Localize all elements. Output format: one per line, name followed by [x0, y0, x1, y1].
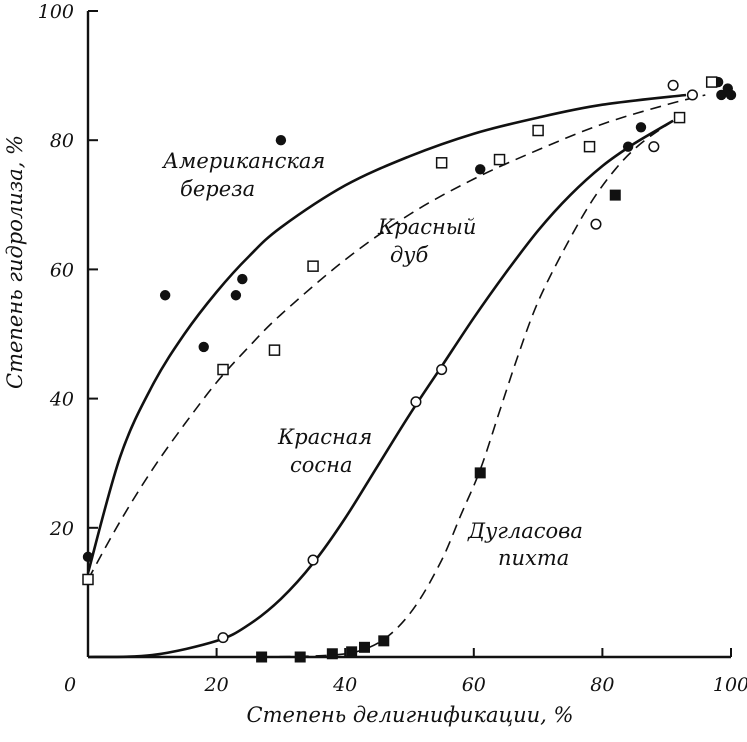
series-1-point — [237, 273, 248, 285]
series-2-point — [705, 76, 718, 88]
fitted-curves — [86, 93, 706, 659]
series-2-point — [217, 363, 229, 376]
series-1-point — [159, 290, 171, 301]
series-4-point — [294, 651, 306, 663]
origin-label: 0 — [64, 674, 76, 696]
series-3-point — [667, 79, 679, 91]
series-4-label: Дугласова — [467, 519, 583, 543]
x-tick-label: 100 — [713, 674, 747, 696]
series-3-label: сосна — [290, 453, 353, 477]
series-2-point — [435, 157, 448, 169]
series-2-point — [82, 573, 94, 586]
series-1-label: береза — [180, 177, 255, 201]
series-2-point — [583, 140, 596, 153]
series-4-point — [326, 648, 338, 660]
series-3-point — [686, 89, 698, 101]
series-1-point — [82, 551, 94, 563]
series-1-point — [230, 290, 242, 301]
series-4-point — [256, 651, 268, 663]
x-tick-label: 20 — [204, 674, 229, 696]
series-3-point — [648, 141, 660, 153]
series-2-point — [532, 124, 544, 137]
series-3-curve — [87, 119, 674, 659]
data-markers — [82, 76, 737, 663]
x-axis-title: Степень делигнификации, % — [247, 703, 574, 727]
y-tick-label: 60 — [50, 259, 74, 281]
series-3-point — [217, 632, 229, 644]
series-2-curve — [87, 94, 706, 580]
series-4-label: пихта — [498, 546, 569, 570]
series-1-point — [198, 341, 209, 353]
axis-ticks: 20 40 60 80 100 20 40 60 80 100 — [38, 1, 747, 696]
series-3-point — [436, 363, 448, 376]
series-3-label: Красная — [277, 425, 372, 449]
y-axis-title: Степень гидролиза, % — [3, 135, 27, 389]
series-1-label: Американская — [161, 149, 325, 173]
series-labels: Американская береза Красный дуб Красная сосна… — [161, 149, 583, 570]
series-3-point — [590, 218, 602, 230]
series-1-point — [725, 89, 737, 101]
y-tick-label: 20 — [49, 518, 74, 540]
y-tick-label: 40 — [49, 389, 74, 411]
series-2-point — [307, 260, 319, 272]
series-3-point — [410, 396, 422, 408]
series-2-label: дуб — [390, 243, 428, 267]
series-2-point — [493, 153, 506, 166]
y-tick-label: 100 — [38, 1, 74, 23]
x-tick-label: 80 — [590, 674, 614, 696]
series-3-point — [307, 554, 319, 566]
series-4-point — [358, 641, 370, 653]
series-2-point — [268, 344, 281, 356]
x-tick-label: 60 — [462, 674, 486, 696]
series-1-curve — [86, 93, 687, 574]
series-4-curve — [261, 120, 674, 658]
series-4-point — [474, 467, 486, 479]
series-1-point — [716, 89, 727, 101]
series-1-point — [475, 164, 486, 175]
axes — [86, 11, 731, 659]
x-tick-label: 40 — [332, 674, 357, 696]
series-1-point — [622, 141, 634, 152]
series-1-point — [635, 122, 647, 133]
series-4-point — [346, 646, 358, 658]
series-1-point — [275, 135, 287, 146]
series-2-point — [673, 111, 686, 124]
series-4-point — [378, 635, 390, 647]
series-4-point — [609, 189, 621, 201]
series-2-label: Красный — [377, 215, 476, 239]
y-tick-label: 80 — [50, 130, 74, 152]
